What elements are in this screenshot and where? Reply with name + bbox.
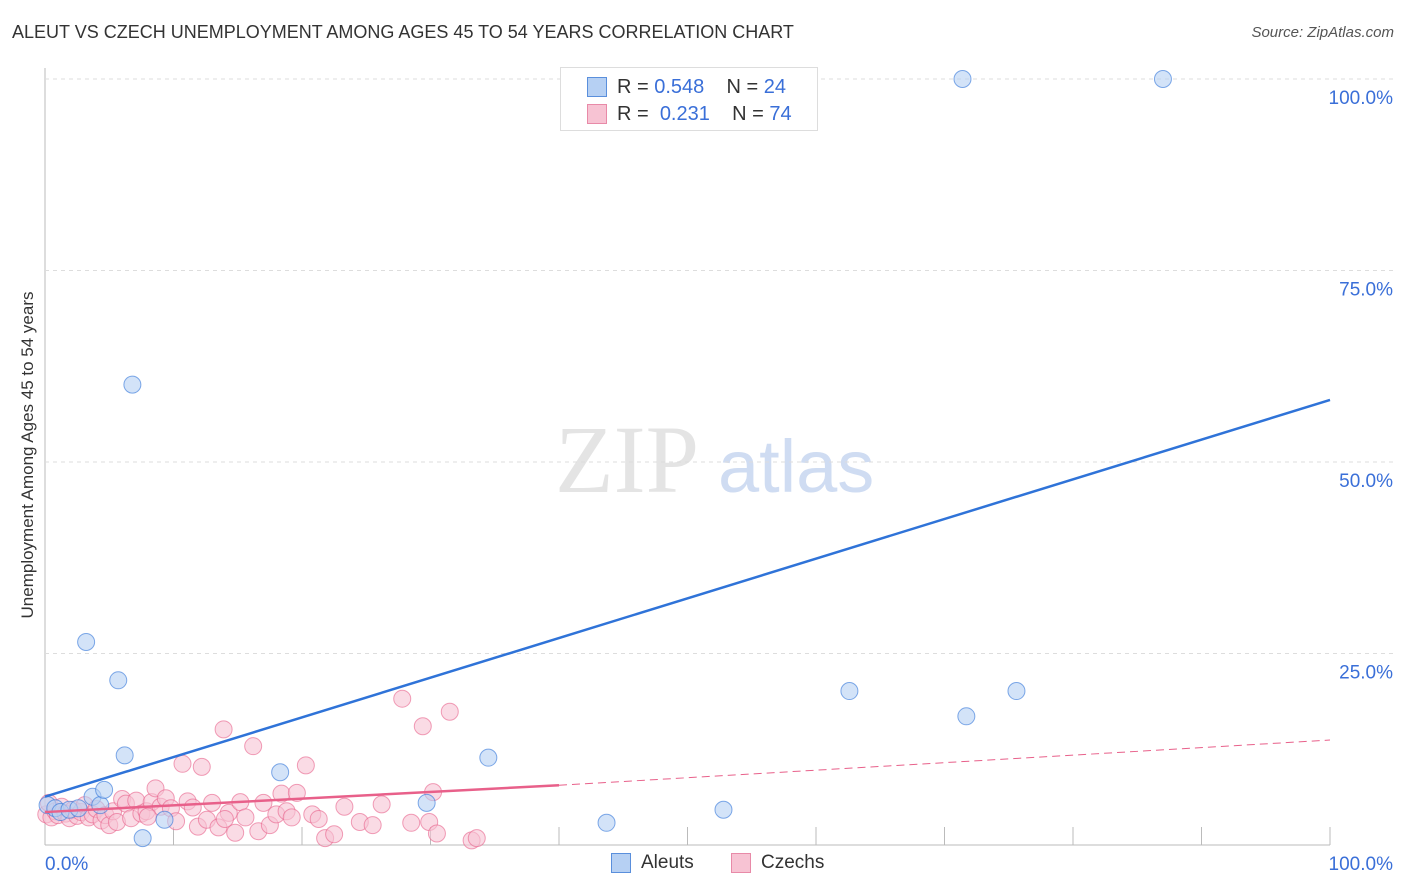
legend-label: Aleuts (641, 852, 694, 873)
czechs-point (393, 689, 412, 708)
legend-row-czechs: R = 0.231 N = 74 (587, 101, 792, 127)
czechs-point (138, 807, 157, 826)
n-label: N = (732, 102, 764, 125)
n-value: 74 (769, 102, 792, 125)
czechs-point (309, 809, 328, 828)
legend-aleuts[interactable]: Aleuts (611, 852, 694, 874)
watermark-atlas: atlas (718, 425, 874, 508)
n-label: N = (726, 75, 759, 98)
czechs-point (192, 757, 211, 776)
watermark-zip: ZIP (555, 406, 699, 513)
aleuts-trend-line (44, 398, 1331, 798)
chart-title: ALEUT VS CZECH UNEMPLOYMENT AMONG AGES 4… (12, 22, 794, 42)
aleuts-point (597, 813, 616, 832)
aleuts-point (133, 829, 152, 848)
czechs-trend-line (44, 784, 560, 814)
aleuts-point (953, 70, 972, 88)
czechs-point (254, 793, 273, 812)
aleuts-swatch-icon (611, 853, 631, 873)
source-label: Source: ZipAtlas.com (1251, 24, 1394, 41)
czechs-point (335, 797, 354, 816)
aleuts-point (109, 671, 128, 690)
aleuts-swatch-icon (587, 77, 607, 97)
czechs-point (413, 717, 432, 736)
czechs-point (427, 824, 446, 843)
aleuts-point (115, 746, 134, 765)
czechs-point (296, 756, 315, 775)
legend-label: Czechs (761, 852, 825, 873)
y-tick-label: 100.0% (1329, 88, 1394, 109)
aleuts-point (271, 763, 290, 782)
aleuts-point (840, 682, 859, 701)
aleuts-point (1153, 70, 1172, 88)
aleuts-point (417, 793, 436, 812)
czechs-swatch-icon (731, 853, 751, 873)
aleuts-point (479, 748, 498, 767)
r-value: 0.231 (659, 102, 710, 125)
czechs-point (236, 808, 255, 827)
czechs-point (215, 809, 234, 828)
czechs-point (372, 795, 391, 814)
czechs-point (214, 720, 233, 739)
aleuts-point (91, 796, 110, 815)
czechs-point (363, 816, 382, 835)
czechs-point (325, 825, 344, 844)
aleuts-point (123, 375, 142, 394)
x-tick-label-max: 100.0% (1329, 854, 1394, 875)
czechs-point (173, 754, 192, 773)
czechs-point (183, 798, 202, 817)
y-tick-label: 25.0% (1339, 663, 1393, 684)
y-tick-label: 50.0% (1339, 471, 1393, 492)
czechs-point (467, 829, 486, 848)
aleuts-point (155, 810, 174, 829)
aleuts-point (1007, 682, 1026, 701)
r-value: 0.548 (654, 75, 705, 98)
czechs-trend-extension (558, 739, 1331, 786)
czechs-point (226, 823, 245, 842)
legend-czechs[interactable]: Czechs (731, 852, 824, 874)
aleuts-point (957, 707, 976, 726)
stats-legend: R = 0.548 N = 24 R = 0.231 N = 74 (560, 67, 818, 131)
czechs-swatch-icon (587, 104, 607, 124)
aleuts-point (95, 780, 114, 799)
czechs-point (244, 737, 263, 756)
r-label: R = (617, 102, 649, 125)
x-tick-label-min: 0.0% (45, 854, 88, 875)
r-label: R = (617, 75, 649, 98)
aleuts-point (714, 800, 733, 819)
n-value: 24 (763, 75, 787, 98)
czechs-point (287, 783, 306, 802)
czechs-point (440, 702, 459, 721)
czechs-point (282, 808, 301, 827)
legend-row-aleuts: R = 0.548 N = 24 (587, 74, 786, 100)
aleuts-point (69, 799, 88, 818)
y-tick-label: 75.0% (1339, 280, 1393, 301)
aleuts-point (77, 633, 96, 652)
czechs-point (402, 813, 421, 832)
